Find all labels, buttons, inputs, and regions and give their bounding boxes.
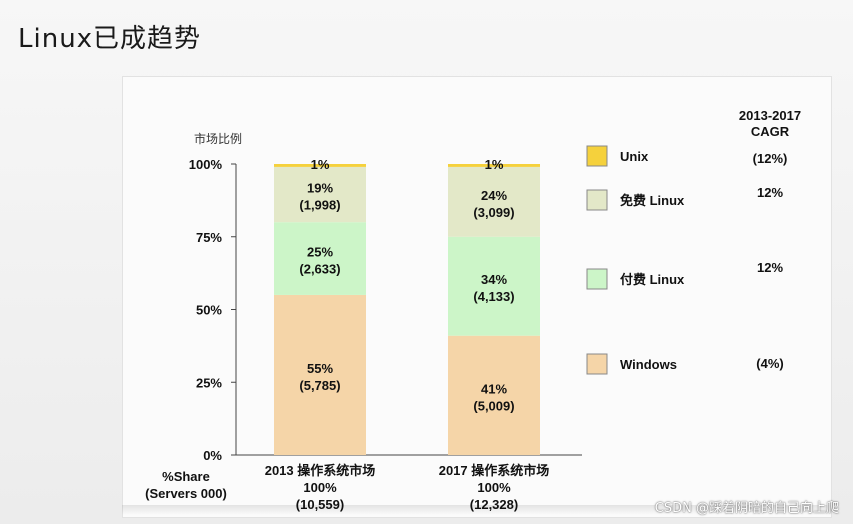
legend-label: 免费 Linux bbox=[620, 193, 685, 208]
legend-label: Unix bbox=[620, 149, 649, 164]
bar-data-label: (3,099) bbox=[473, 205, 514, 220]
x-total-units: (10,559) bbox=[296, 497, 344, 512]
legend-label: 付费 Linux bbox=[620, 272, 685, 287]
bar-data-label: (5,785) bbox=[299, 378, 340, 393]
bar-data-label: 24% bbox=[481, 188, 507, 203]
y-tick-label: 75% bbox=[196, 230, 222, 245]
bar-data-label: (1,998) bbox=[299, 198, 340, 213]
bar-data-label: 19% bbox=[307, 181, 333, 196]
y-tick-label: 100% bbox=[189, 157, 223, 172]
share-label: %Share bbox=[162, 469, 210, 484]
x-total-pct: 100% bbox=[303, 480, 337, 495]
bar-data-label: (5,009) bbox=[473, 398, 514, 413]
panel-shadow bbox=[122, 505, 832, 515]
share-label: (Servers 000) bbox=[145, 486, 227, 501]
y-tick-label: 25% bbox=[196, 375, 222, 390]
bar-segment bbox=[274, 166, 366, 223]
x-total-units: (12,328) bbox=[470, 497, 518, 512]
cagr-value: (4%) bbox=[756, 356, 783, 371]
bar-data-label: 41% bbox=[481, 381, 507, 396]
y-tick-label: 0% bbox=[203, 448, 222, 463]
bar-data-label: (4,133) bbox=[473, 289, 514, 304]
bar-segment bbox=[448, 166, 540, 237]
bar-data-label: 1% bbox=[311, 157, 330, 172]
watermark: CSDN @踩着阴暗的自己向上爬 bbox=[654, 501, 839, 516]
bar-data-label: 25% bbox=[307, 245, 333, 260]
bar-segment bbox=[448, 236, 540, 336]
bar-segment bbox=[274, 164, 366, 167]
bar-segment bbox=[274, 222, 366, 295]
bar-segment bbox=[274, 294, 366, 455]
cagr-header: CAGR bbox=[751, 124, 790, 139]
x-total-pct: 100% bbox=[477, 480, 511, 495]
y-tick-label: 50% bbox=[196, 303, 222, 318]
bar-data-label: 34% bbox=[481, 272, 507, 287]
page-title: Linux已成趋势 bbox=[18, 24, 202, 54]
y-axis-title: 市场比例 bbox=[194, 131, 242, 146]
legend-swatch bbox=[586, 353, 608, 375]
bar-data-label: 1% bbox=[485, 157, 504, 172]
cagr-value: (12%) bbox=[753, 151, 788, 166]
cagr-header: 2013-2017 bbox=[739, 108, 801, 123]
bar-data-label: 55% bbox=[307, 361, 333, 376]
cagr-value: 12% bbox=[757, 185, 783, 200]
x-tick-label: 2017 操作系统市场 bbox=[439, 463, 550, 478]
legend-label: Windows bbox=[620, 357, 677, 372]
x-tick-label: 2013 操作系统市场 bbox=[265, 463, 376, 478]
legend-swatch bbox=[586, 145, 608, 167]
cagr-value: 12% bbox=[757, 260, 783, 275]
bar-segment bbox=[448, 164, 540, 167]
legend-swatch bbox=[586, 268, 608, 290]
bar-segment bbox=[448, 335, 540, 455]
bar-data-label: (2,633) bbox=[299, 262, 340, 277]
legend-swatch bbox=[586, 189, 608, 211]
